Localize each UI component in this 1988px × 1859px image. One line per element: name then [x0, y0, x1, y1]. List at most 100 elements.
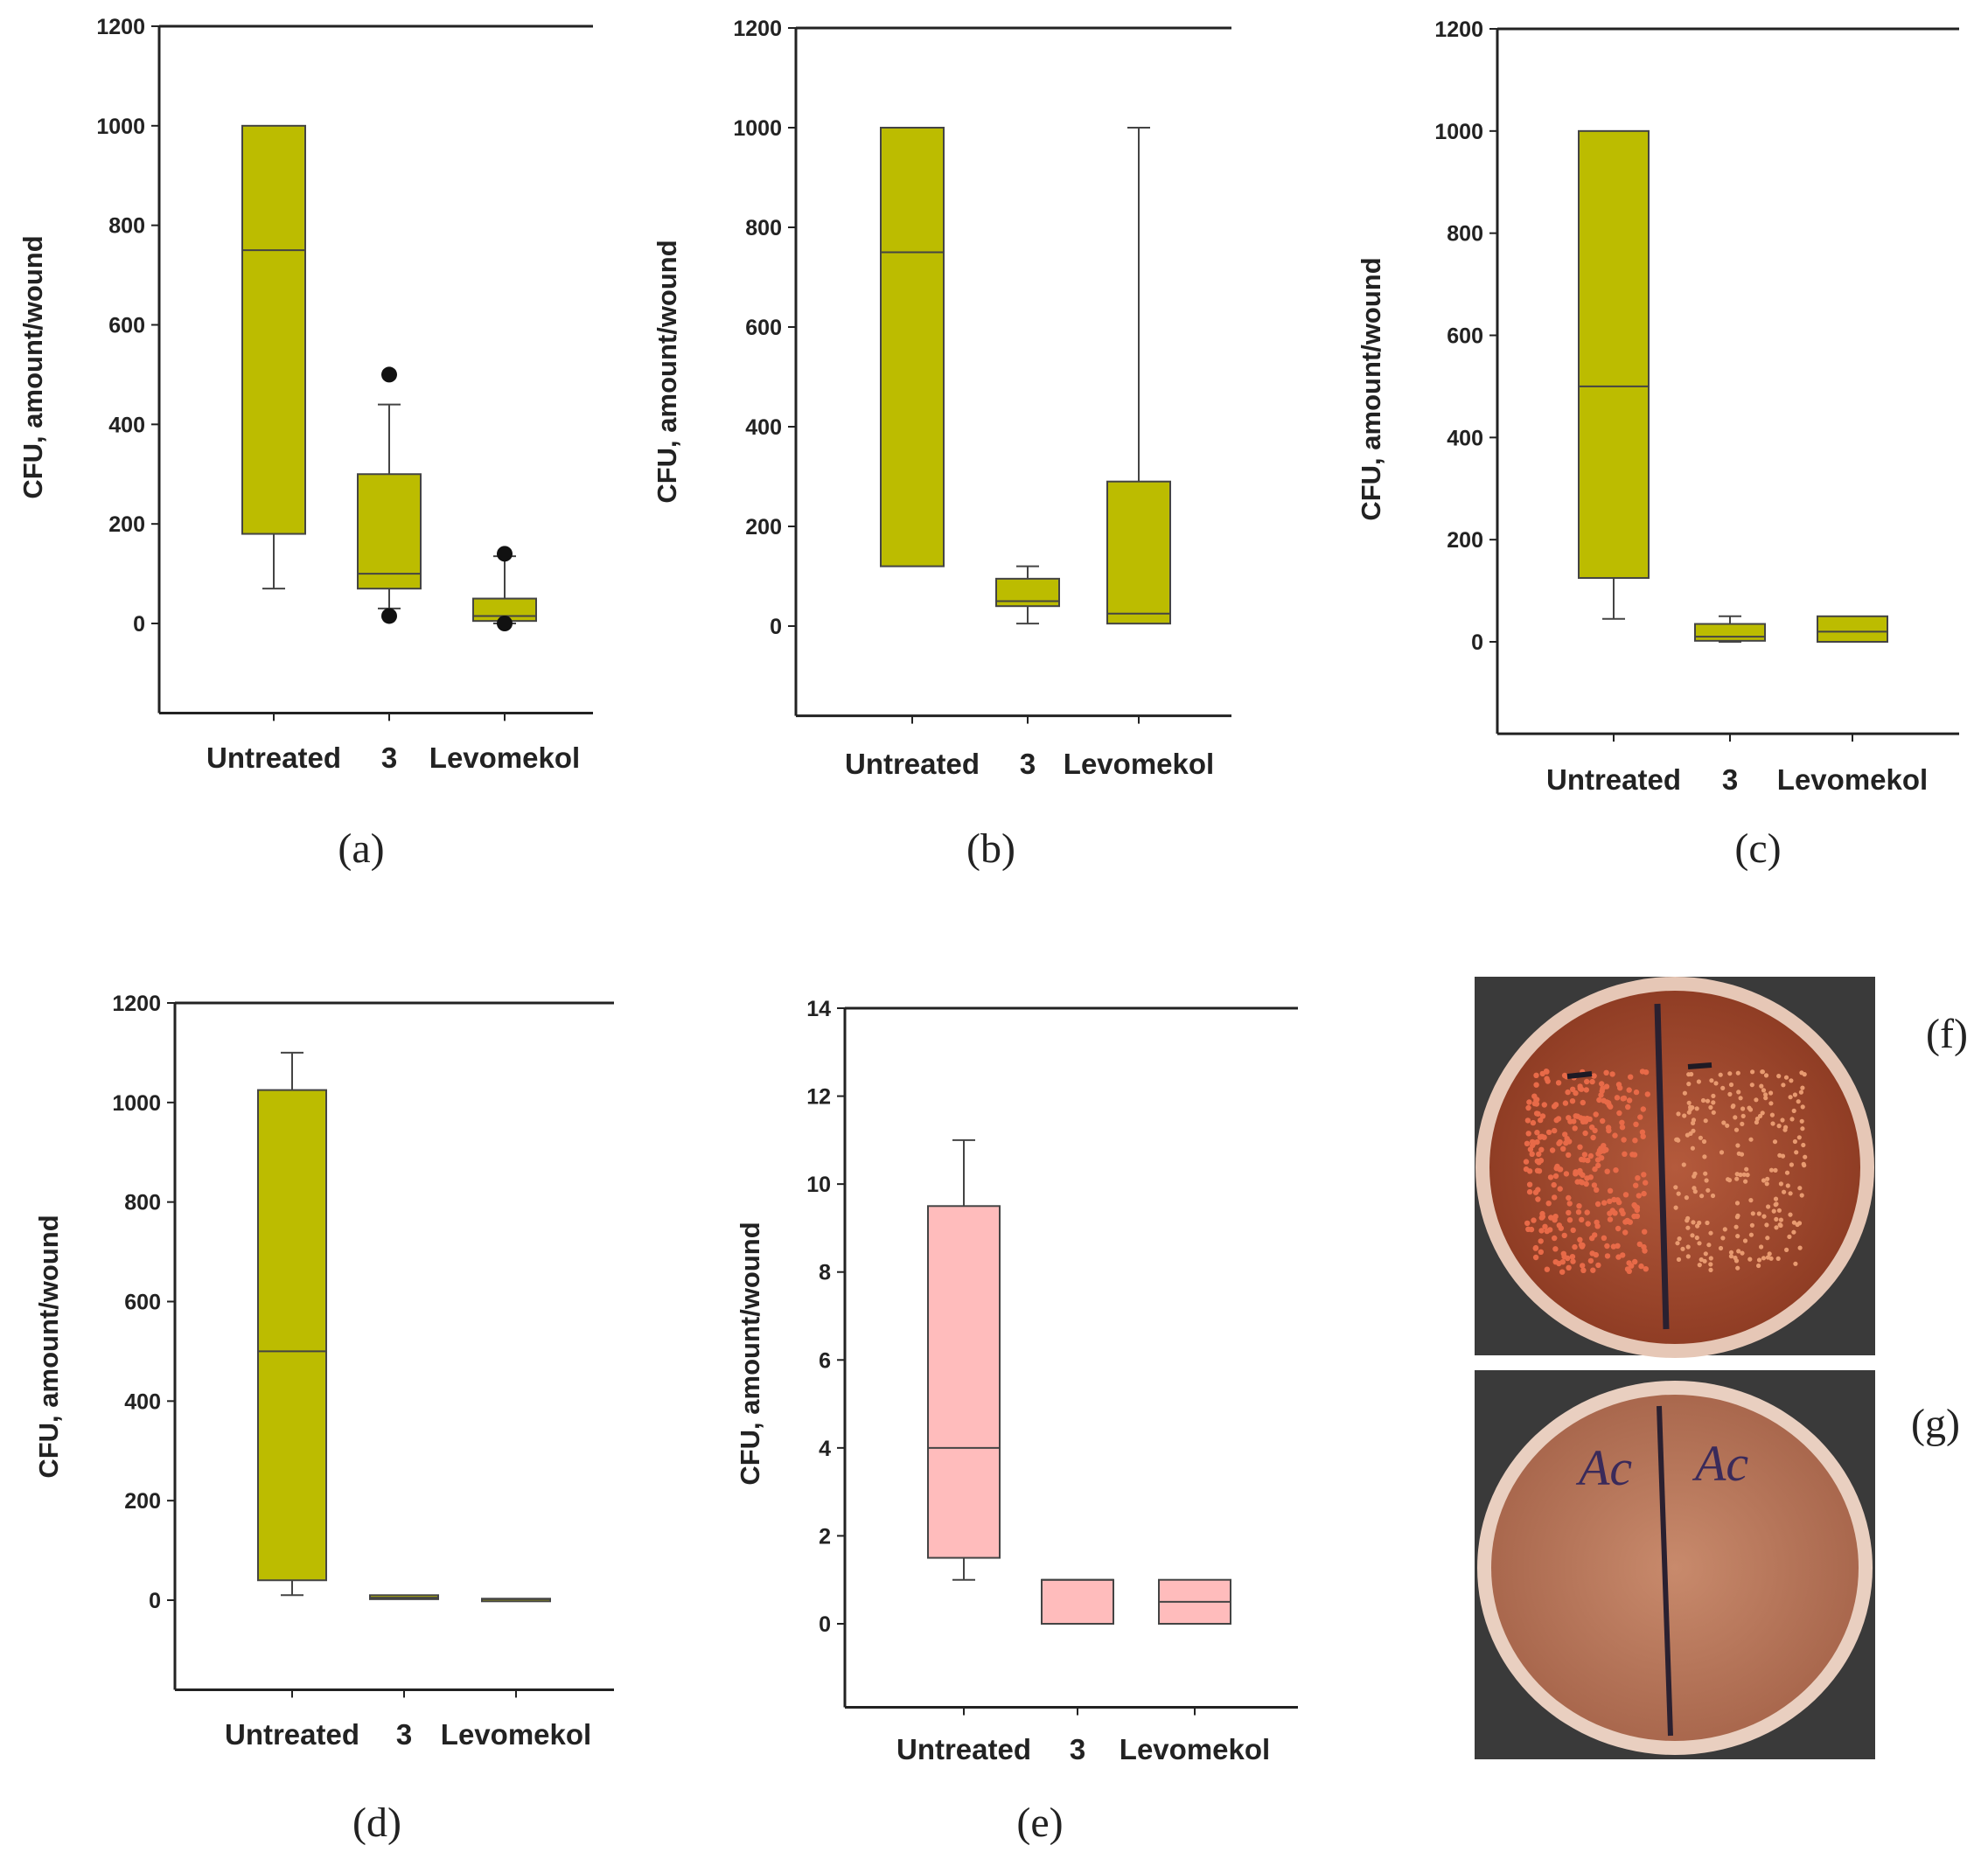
colony-dot	[1727, 1091, 1733, 1097]
colony-dot	[1692, 1173, 1697, 1179]
colony-dot	[1703, 1251, 1708, 1257]
colony-dot	[1559, 1259, 1566, 1265]
panel-label-g: (g)	[1911, 1401, 1960, 1447]
colony-dot	[1573, 1169, 1579, 1175]
x-category-label: 3	[1020, 748, 1036, 780]
colony-dot	[1748, 1198, 1754, 1203]
colony-dot	[1569, 1254, 1576, 1260]
box-untreated	[241, 124, 306, 590]
colony-dot	[1622, 1229, 1629, 1236]
colony-dot	[1621, 1137, 1627, 1143]
colony-dot	[1641, 1190, 1647, 1197]
colony-dot	[1773, 1202, 1778, 1208]
y-tick-label: 600	[108, 314, 145, 338]
colony-dot	[1802, 1072, 1807, 1077]
colony-dot	[1791, 1220, 1796, 1225]
colony-dot	[1682, 1090, 1687, 1096]
colony-dot	[1580, 1157, 1587, 1163]
colony-dot	[1567, 1118, 1573, 1124]
colony-dot	[1749, 1083, 1754, 1088]
colony-dot	[1709, 1078, 1714, 1083]
colony-dot	[1600, 1117, 1606, 1124]
colony-dot	[1634, 1213, 1641, 1220]
colony-dot	[1599, 1081, 1605, 1087]
colony-dot	[1685, 1225, 1691, 1230]
x-category-label: Untreated	[896, 1733, 1031, 1765]
colony-dot	[1700, 1097, 1706, 1104]
colony-dot	[1593, 1251, 1600, 1258]
colony-dot	[1776, 1124, 1782, 1129]
colony-dot	[1749, 1222, 1754, 1228]
colony-dot	[1644, 1091, 1651, 1097]
colony-dot	[1799, 1193, 1804, 1198]
y-tick-label: 8	[819, 1261, 831, 1285]
colony-dot	[1734, 1201, 1740, 1206]
colony-dot	[1590, 1267, 1596, 1273]
colony-dot	[1535, 1111, 1541, 1117]
colony-dot	[1572, 1243, 1578, 1250]
colony-dot	[1524, 1220, 1531, 1227]
plate-g-marker-right: Ac	[1692, 1435, 1748, 1492]
colony-dot	[1766, 1204, 1771, 1209]
colony-dot	[1704, 1178, 1709, 1183]
colony-dot	[1628, 1074, 1634, 1080]
colony-dot	[1740, 1121, 1745, 1126]
x-category-label: Untreated	[225, 1718, 359, 1751]
plate-g-marker-left: Ac	[1575, 1439, 1632, 1496]
colony-dot	[1552, 1102, 1559, 1108]
colony-dot	[1524, 1140, 1531, 1147]
colony-dot	[1587, 1116, 1593, 1123]
colony-dot	[1541, 1102, 1548, 1108]
colony-dot	[1639, 1129, 1646, 1136]
colony-dot	[1619, 1124, 1626, 1131]
colony-dot	[1622, 1151, 1628, 1158]
colony-dot	[1798, 1090, 1803, 1095]
colony-dot	[1690, 1105, 1695, 1111]
box-3	[1694, 615, 1766, 643]
colony-dot	[1641, 1172, 1647, 1178]
colony-dot	[1761, 1256, 1767, 1261]
colony-dot	[1702, 1154, 1707, 1159]
colony-dot	[1783, 1124, 1789, 1130]
colony-dot	[1572, 1125, 1578, 1131]
colony-dot	[1681, 1162, 1686, 1167]
colony-dot	[1561, 1232, 1567, 1239]
colony-dot	[1582, 1130, 1588, 1137]
colony-dot	[1552, 1246, 1559, 1252]
colony-dot	[1763, 1073, 1769, 1078]
x-category-label: Levomekol	[1120, 1733, 1270, 1765]
colony-dot	[1768, 1090, 1774, 1096]
colony-dot	[1711, 1100, 1716, 1105]
colony-dot	[1564, 1136, 1570, 1142]
colony-dot	[1776, 1208, 1782, 1213]
colony-dot	[1601, 1148, 1607, 1154]
colony-dot	[1692, 1189, 1698, 1194]
colony-dot	[1708, 1104, 1713, 1111]
colony-dot	[1563, 1140, 1569, 1146]
y-tick-label: 1000	[96, 115, 145, 139]
colony-dot	[1528, 1226, 1535, 1233]
colony-dot	[1569, 1098, 1576, 1104]
x-category-label: Untreated	[845, 748, 980, 780]
colony-dot	[1788, 1212, 1793, 1217]
colony-dot	[1584, 1078, 1590, 1085]
colony-dot	[1638, 1263, 1644, 1270]
colony-dot	[1594, 1187, 1600, 1194]
colony-dot	[1594, 1201, 1601, 1208]
colonies-f	[1523, 1069, 1808, 1275]
colony-dot	[1705, 1098, 1711, 1104]
colony-dot	[1720, 1236, 1726, 1241]
y-tick-label: 600	[1447, 324, 1483, 349]
colony-dot	[1595, 1162, 1601, 1169]
colony-dot	[1560, 1145, 1566, 1152]
colony-dot	[1552, 1127, 1558, 1134]
panel-label: (d)	[352, 1800, 401, 1846]
y-tick-label: 14	[806, 997, 831, 1021]
colony-dot	[1696, 1079, 1701, 1084]
colony-dot	[1710, 1193, 1716, 1199]
colony-dot	[1534, 1167, 1541, 1174]
colony-dot	[1789, 1117, 1795, 1122]
colony-dot	[1676, 1111, 1681, 1117]
y-axis-label: CFU, amount/wound	[1356, 257, 1386, 520]
